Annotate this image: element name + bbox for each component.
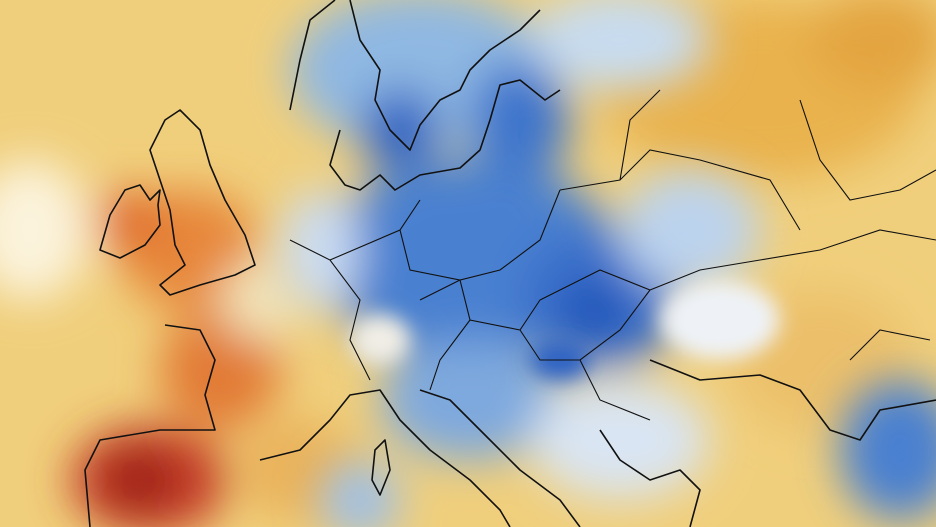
- coastlines: [84, 0, 936, 527]
- corsica-sardinia: [371, 439, 391, 496]
- baltic-coast: [329, 79, 561, 191]
- biscay-coast: [84, 324, 216, 527]
- cold-areas: [280, 0, 936, 527]
- italy-west-coast: [259, 389, 511, 527]
- borders: [289, 89, 936, 421]
- adriatic-coast: [419, 389, 581, 527]
- greece-coast: [599, 429, 701, 527]
- black-sea-coast: [649, 359, 936, 441]
- britain-coast: [149, 109, 256, 296]
- scandinavia-coast: [289, 0, 541, 151]
- ireland-coast: [99, 184, 161, 259]
- country-borders: [289, 89, 936, 421]
- detail-patches: [350, 280, 780, 380]
- eastern-borders: [799, 99, 936, 361]
